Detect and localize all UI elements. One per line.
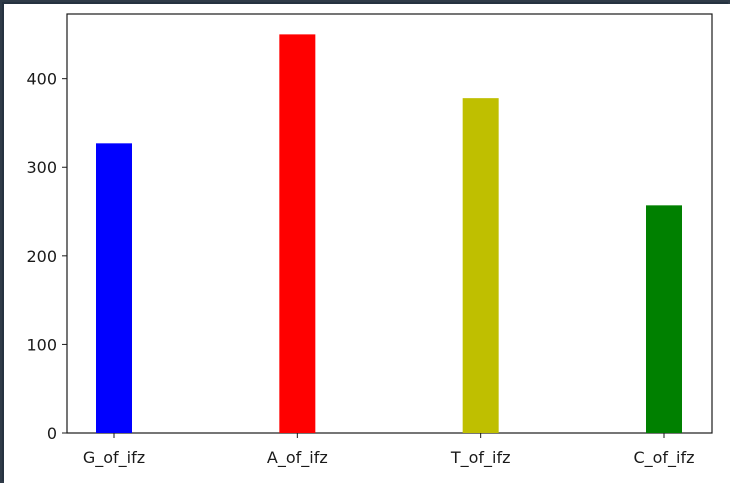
bar-t-of-ifz [462,98,499,434]
x-tick-label: G_of_ifz [83,448,145,468]
x-tick-label: C_of_ifz [633,448,694,468]
x-axis-ticks: G_of_ifz A_of_ifz T_of_ifz C_of_ifz [83,433,695,468]
y-tick-label: 400 [26,70,57,89]
x-tick-label: T_of_ifz [450,448,511,468]
bar-g-of-ifz [96,143,132,434]
bar-a-of-ifz [279,34,316,433]
y-tick-label: 300 [26,158,57,177]
y-tick-label: 100 [26,335,57,354]
bars-group [96,34,682,434]
y-axis-ticks: 0 100 200 300 400 [26,70,67,443]
y-tick-label: 200 [26,247,57,266]
plot-area [66,13,713,434]
y-tick-label: 0 [47,424,57,443]
bar-c-of-ifz [646,205,682,433]
x-tick-label: A_of_ifz [267,448,328,468]
